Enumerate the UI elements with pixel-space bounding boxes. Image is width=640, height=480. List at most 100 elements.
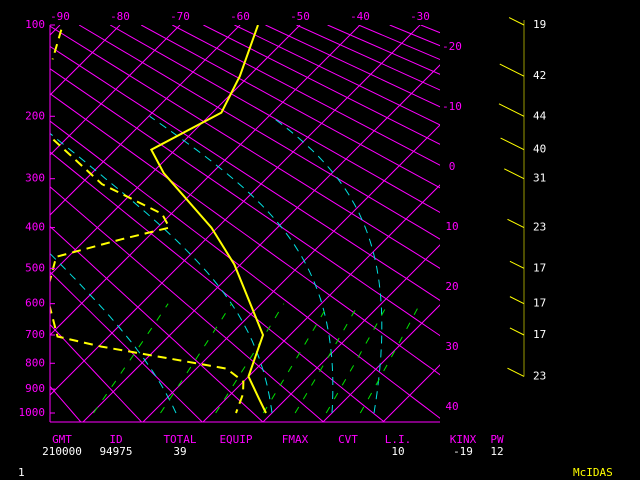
dry-adiabat xyxy=(327,25,440,75)
dry-adiabat xyxy=(389,25,440,47)
wind-speed-label: 17 xyxy=(533,328,546,341)
isotherm xyxy=(322,304,440,422)
isotherm-label: 40 xyxy=(445,400,458,413)
isotherm-label: -80 xyxy=(110,10,130,23)
wind-barb xyxy=(500,137,525,151)
moist-adiabat xyxy=(149,115,334,414)
dry-adiabat xyxy=(50,271,203,422)
footer-label: TOTAL xyxy=(163,433,196,446)
moist-adiabat xyxy=(50,132,273,414)
wind-barb xyxy=(498,103,525,117)
wind-speed-label: 23 xyxy=(533,221,546,234)
isotherm-label: -40 xyxy=(350,10,370,23)
wind-speed-label: 23 xyxy=(533,369,546,382)
wind-speed-label: 17 xyxy=(533,261,546,274)
isotherm xyxy=(382,364,440,422)
y-tick-label: 600 xyxy=(25,297,45,310)
wind-barb xyxy=(507,218,525,229)
isotherm-label: 10 xyxy=(445,220,458,233)
wind-speed-label: 31 xyxy=(533,172,546,185)
footer-value: 94975 xyxy=(99,445,132,458)
dry-adiabat xyxy=(203,25,440,145)
mixing-ratio-line xyxy=(325,303,389,414)
isotherm-label: -60 xyxy=(230,10,250,23)
wind-barb xyxy=(504,168,525,180)
footer-label: GMT xyxy=(52,433,72,446)
dry-adiabat xyxy=(50,120,440,419)
dry-adiabat xyxy=(50,151,386,422)
y-tick-label: 900 xyxy=(25,382,45,395)
y-tick-label: 100 xyxy=(25,18,45,31)
isotherm xyxy=(142,124,440,422)
footer-label: FMAX xyxy=(282,433,309,446)
isotherm xyxy=(50,25,181,156)
isotherm-label: 20 xyxy=(445,280,458,293)
dry-adiabat xyxy=(50,92,440,376)
wind-barb xyxy=(509,296,525,305)
isotherm xyxy=(50,25,421,396)
isotherm-label: -70 xyxy=(170,10,190,23)
dry-adiabat xyxy=(234,25,440,126)
mixing-ratio-line xyxy=(294,303,360,414)
wind-barb xyxy=(509,260,525,269)
isotherm-label: -10 xyxy=(442,100,462,113)
wind-speed-label: 40 xyxy=(533,143,546,156)
dry-adiabat xyxy=(50,45,440,301)
y-tick-label: 300 xyxy=(25,172,45,185)
wind-speed-label: 19 xyxy=(533,18,546,31)
brand: McIDAS xyxy=(573,466,613,479)
footer-value: 210000 xyxy=(42,445,82,458)
isotherm-label: -30 xyxy=(410,10,430,23)
isotherm-label: -50 xyxy=(290,10,310,23)
y-tick-label: 400 xyxy=(25,221,45,234)
footer-value: 39 xyxy=(173,445,186,458)
dry-adiabat xyxy=(296,25,440,91)
wind-barb xyxy=(499,63,525,77)
isotherm xyxy=(50,25,301,276)
footer-label: KINX xyxy=(450,433,477,446)
footer-value: 12 xyxy=(490,445,503,458)
isotherm-label: 0 xyxy=(449,160,456,173)
isotherm xyxy=(202,184,440,422)
footer-label: L.I. xyxy=(385,433,412,446)
wind-speed-label: 42 xyxy=(533,69,546,82)
mixing-ratio-line xyxy=(160,303,233,414)
y-tick-label: 700 xyxy=(25,328,45,341)
wind-barb xyxy=(509,327,525,336)
wind-speed-label: 44 xyxy=(533,109,547,122)
isotherm xyxy=(50,25,121,96)
isotherm-label: -90 xyxy=(50,10,70,23)
mixing-ratio-line xyxy=(215,303,285,414)
wind-barb xyxy=(507,367,525,377)
dry-adiabat xyxy=(50,68,440,337)
plot-area xyxy=(50,25,440,422)
dry-adiabat xyxy=(50,225,264,422)
footer-label: CVT xyxy=(338,433,358,446)
dry-adiabat xyxy=(140,25,440,189)
isotherm-label: 30 xyxy=(445,340,458,353)
dry-adiabat xyxy=(50,186,325,422)
isotherm xyxy=(50,25,361,336)
dry-adiabat xyxy=(109,25,440,214)
isotherm xyxy=(50,25,241,216)
mixing-ratio-line xyxy=(93,303,169,414)
y-tick-label: 500 xyxy=(25,261,45,274)
footer-value: 10 xyxy=(391,445,404,458)
mixing-ratio-line xyxy=(359,303,421,414)
dry-adiabat xyxy=(50,25,440,269)
footer-value: -19 xyxy=(453,445,473,458)
y-tick-label: 800 xyxy=(25,356,45,369)
footer-label: PW xyxy=(490,433,504,446)
dry-adiabat xyxy=(50,323,143,422)
footer-label: ID xyxy=(109,433,122,446)
dry-adiabat xyxy=(78,25,440,240)
dry-adiabat xyxy=(172,25,440,166)
isotherm-label: -20 xyxy=(442,40,462,53)
mixing-ratio-line xyxy=(262,303,330,414)
wind-speed-label: 17 xyxy=(533,297,546,310)
dewpoint-profile xyxy=(50,29,245,414)
frame-number: 1 xyxy=(18,466,25,479)
wind-barb xyxy=(508,17,525,26)
footer-label: EQUIP xyxy=(219,433,252,446)
